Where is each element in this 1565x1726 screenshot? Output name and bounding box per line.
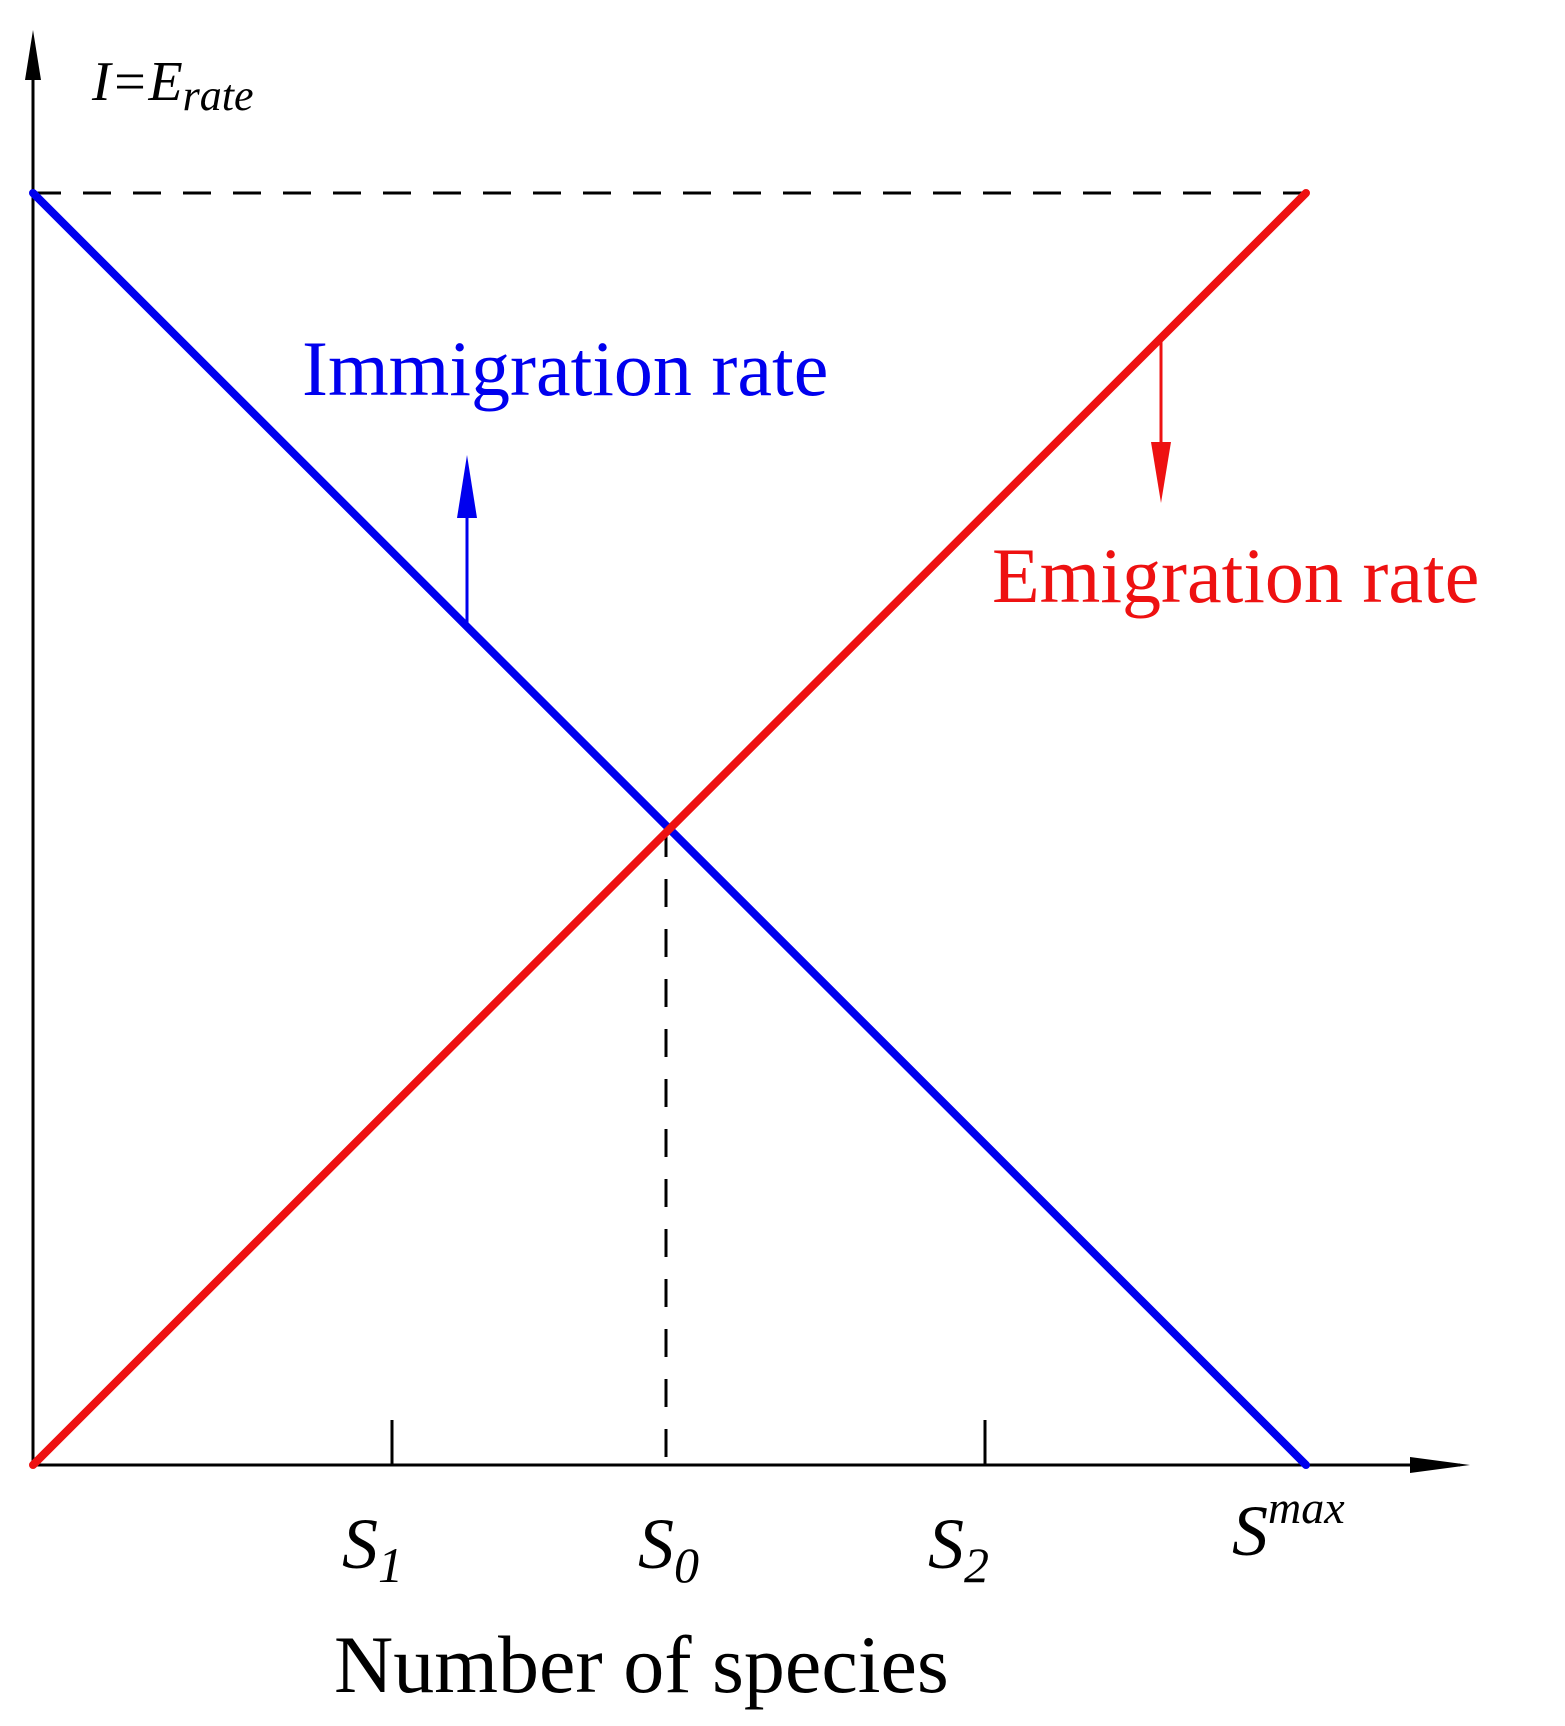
axes xyxy=(31,55,1460,1467)
guides xyxy=(33,191,1306,1465)
y-axis-arrowhead xyxy=(25,30,41,80)
x-axis-label: Number of species xyxy=(334,1619,949,1710)
emigration-rate-label: Emigration rate xyxy=(992,532,1479,619)
tick-marks xyxy=(390,1420,987,1465)
tick-label-s1: S1 xyxy=(342,1504,403,1593)
y-axis-label: I=Erate xyxy=(91,51,254,120)
y-axis-label-subscript: rate xyxy=(183,71,254,120)
x-axis-arrowhead xyxy=(1410,1457,1470,1473)
emigration-arrow xyxy=(1151,338,1171,503)
emigration-line xyxy=(29,189,1310,1469)
tick-label-s0: S0 xyxy=(638,1504,699,1593)
tick-label-smax: Smax xyxy=(1232,1482,1345,1571)
immigration-rate-label: Immigration rate xyxy=(302,325,828,412)
tick-label-s2: S2 xyxy=(928,1504,989,1593)
immigration-arrow xyxy=(457,455,477,625)
